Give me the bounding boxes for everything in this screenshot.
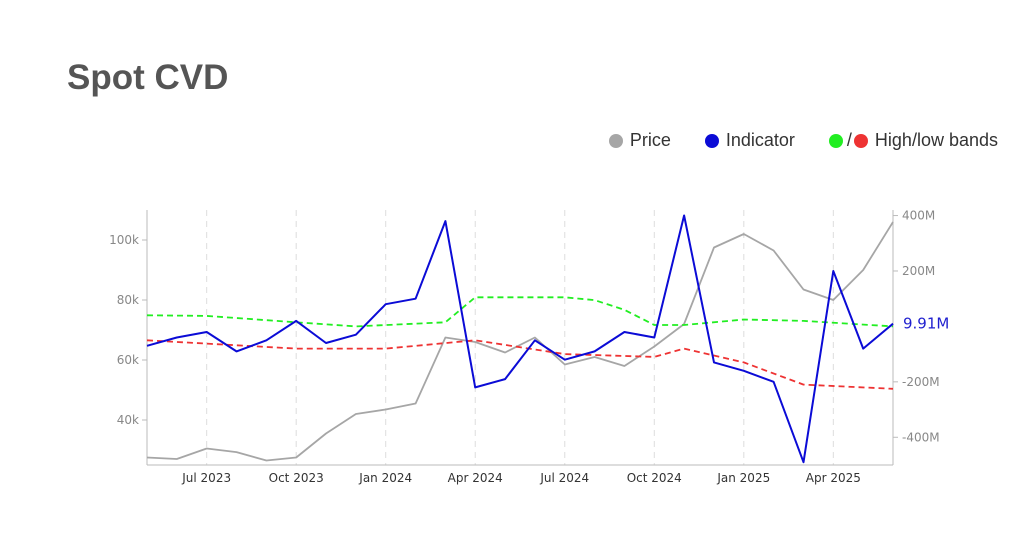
y-left-tick-label: 100k xyxy=(109,233,139,247)
y-right-tick-label: -400M xyxy=(902,430,940,444)
legend-item-indicator[interactable]: Indicator xyxy=(704,130,795,151)
x-tick-label: Oct 2023 xyxy=(269,471,324,485)
y-right-tick-label: 200M xyxy=(902,264,935,278)
y-left-tick-label: 40k xyxy=(117,413,139,427)
low-band-line xyxy=(146,339,894,390)
x-tick-label: Jul 2023 xyxy=(181,471,231,485)
y-right-tick-label: -200M xyxy=(902,375,940,389)
y-right-tick-label: 400M xyxy=(902,209,935,223)
y-left-tick-label: 80k xyxy=(117,293,139,307)
x-tick-label: Jan 2024 xyxy=(358,471,412,485)
legend-dot-price xyxy=(608,133,623,148)
x-tick-label: Oct 2024 xyxy=(627,471,682,485)
page-title: Spot CVD xyxy=(67,58,229,97)
x-tick-label: Jan 2025 xyxy=(716,471,770,485)
x-tick-label: Apr 2025 xyxy=(806,471,861,485)
legend-label-bands: High/low bands xyxy=(874,130,998,150)
legend-item-bands[interactable]: / High/low bands xyxy=(828,130,998,151)
indicator-line xyxy=(146,214,894,464)
x-tick-label: Jul 2024 xyxy=(539,471,589,485)
legend-item-price[interactable]: Price xyxy=(608,130,671,151)
legend-dot-indicator xyxy=(704,133,719,148)
price-line xyxy=(146,221,894,462)
legend-separator: / xyxy=(846,130,852,150)
chart-legend: Price Indicator / High/low bands xyxy=(575,130,998,151)
legend-label-price: Price xyxy=(629,130,671,150)
legend-dot-high-band xyxy=(828,133,843,148)
high-band-line xyxy=(146,296,894,328)
legend-dot-low-band xyxy=(853,133,868,148)
legend-label-indicator: Indicator xyxy=(725,130,795,150)
last-value-label: 9.91M xyxy=(903,315,949,333)
x-tick-label: Apr 2024 xyxy=(448,471,503,485)
y-left-tick-label: 60k xyxy=(117,353,139,367)
